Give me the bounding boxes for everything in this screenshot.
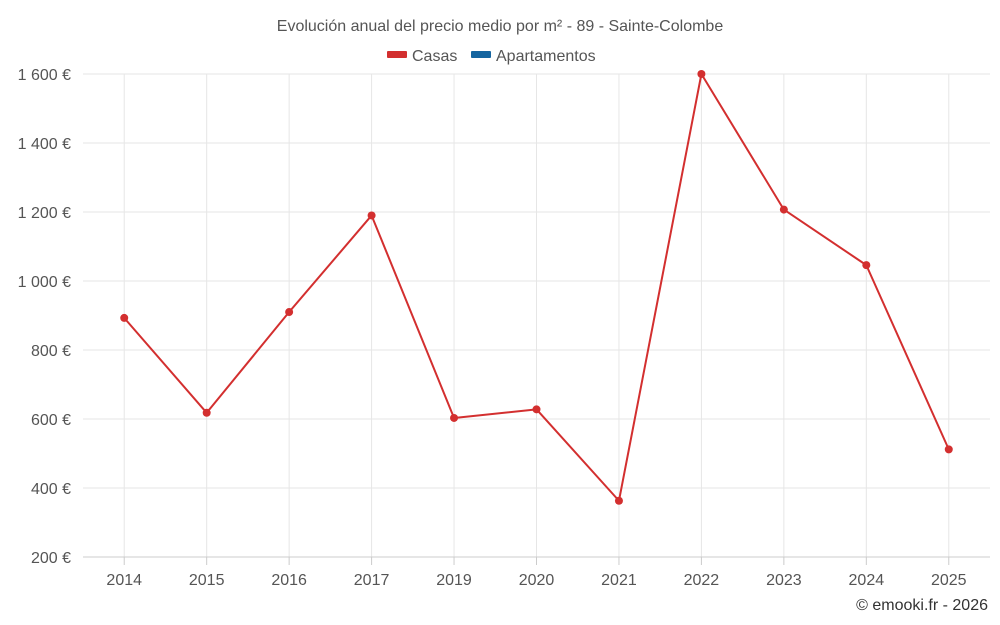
chart-title: Evolución anual del precio medio por m² … — [277, 18, 724, 35]
data-point-casas[interactable] — [697, 70, 706, 78]
legend-label-apartamentos[interactable]: Apartamentos — [496, 48, 596, 65]
y-tick-label: 600 € — [31, 412, 71, 429]
x-tick-label: 2014 — [106, 572, 142, 589]
y-tick-label: 400 € — [31, 481, 71, 498]
x-tick-label: 2020 — [519, 572, 555, 589]
legend-label-casas[interactable]: Casas — [412, 48, 457, 65]
data-point-casas[interactable] — [450, 413, 459, 422]
x-tick-label: 2019 — [436, 572, 472, 589]
data-point-casas[interactable] — [367, 211, 376, 220]
data-point-casas[interactable] — [779, 205, 788, 214]
y-tick-label: 1 200 € — [18, 205, 71, 222]
data-point-casas[interactable] — [532, 405, 541, 414]
legend-swatch-casas — [387, 51, 407, 58]
data-point-casas[interactable] — [120, 313, 129, 322]
y-tick-label: 1 400 € — [18, 136, 71, 153]
x-tick-label: 2017 — [354, 572, 390, 589]
x-tick-label: 2016 — [271, 572, 307, 589]
x-tick-label: 2024 — [849, 572, 885, 589]
y-tick-label: 800 € — [31, 343, 71, 360]
x-tick-label: 2022 — [684, 572, 720, 589]
grid — [83, 73, 990, 557]
data-point-casas[interactable] — [862, 261, 871, 270]
y-tick-label: 1 600 € — [18, 67, 71, 84]
y-axis: 200 € 400 € 600 € 800 € 1 000 € 1 200 € 1 400 … — [18, 67, 71, 567]
data-point-casas[interactable] — [202, 408, 211, 417]
x-axis: 2014 2015 2016 2017 2019 2020 2021 2022 2023 2024… — [83, 556, 990, 589]
x-tick-label: 2021 — [601, 572, 637, 589]
x-tick-label: 2025 — [931, 572, 967, 589]
series-casas[interactable] — [120, 70, 953, 505]
x-tick-label: 2023 — [766, 572, 802, 589]
y-tick-label: 1 000 € — [18, 274, 71, 291]
y-tick-label: 200 € — [31, 550, 71, 567]
credit-text: © emooki.fr - 2026 — [856, 597, 988, 614]
data-point-casas[interactable] — [285, 308, 294, 317]
legend-swatch-apartamentos — [471, 51, 491, 58]
data-point-casas[interactable] — [944, 445, 953, 454]
data-point-casas[interactable] — [614, 496, 623, 505]
x-tick-label: 2015 — [189, 572, 225, 589]
legend[interactable]: Casas Apartamentos — [387, 48, 596, 65]
